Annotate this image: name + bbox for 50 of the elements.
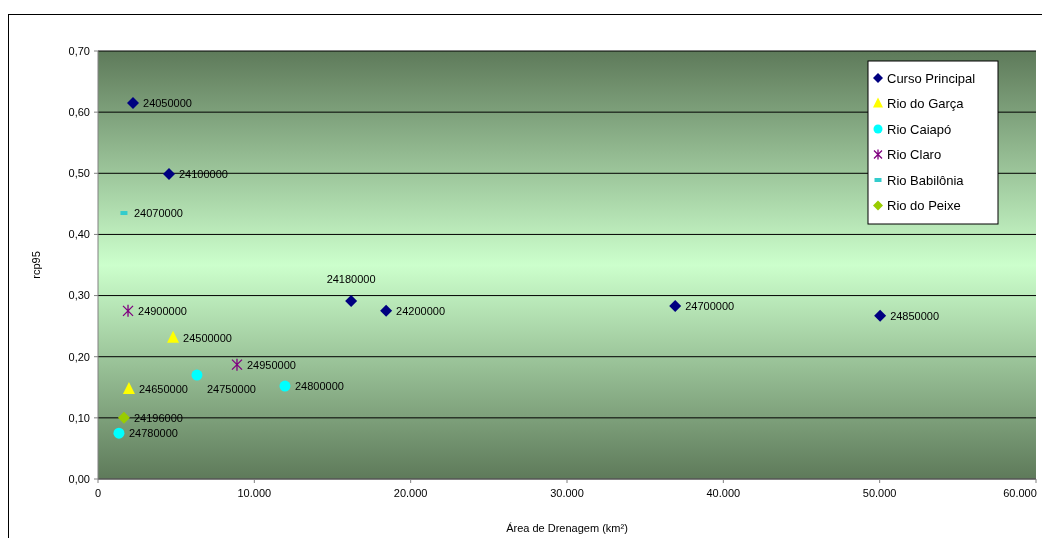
annotation: 24950000 [246,358,296,371]
point [380,304,393,317]
y-tick-label: 0,30 [68,289,90,302]
y-tick-label: 0,40 [68,228,90,241]
x-axis-title: Área de Drenagem (km²) [506,522,628,534]
x-tick-label: 0 [94,487,102,499]
x-tick-label: 30.000 [550,487,584,499]
point [117,411,130,424]
y-tick-label: 0,50 [68,167,90,180]
legend-label: Rio do Garça [887,96,965,112]
annotation: 24750000 [206,382,256,395]
y-tick-label: 0,00 [68,472,90,485]
legend-label: Rio Caiapó [887,121,952,137]
point [345,295,358,308]
annotation: 24900000 [138,304,187,317]
annotation: 24780000 [128,426,178,439]
annotation: 24200000 [396,304,446,317]
point [127,96,140,109]
point [113,427,125,439]
x-tick-label: 60.000 [1003,487,1037,499]
point [231,358,243,372]
x-tick-label: 40.000 [706,487,741,499]
x-tick-label: 50.000 [862,487,897,499]
x-tick-label: 20.000 [393,487,428,499]
annotation: 24700000 [685,299,735,312]
legend-label: Curso Principal [887,70,976,86]
annotation: 24050000 [143,96,192,109]
point [162,167,175,180]
x-tick-label: 10.000 [237,487,272,499]
legend-label: Rio Babilônia [887,172,965,188]
y-tick-label: 0,20 [68,350,90,363]
y-tick-label: 0,10 [68,411,90,424]
point [874,309,887,322]
legend-label: Rio Claro [887,147,942,163]
annotation: 24850000 [890,309,940,322]
annotation: 24800000 [294,379,344,392]
point [167,330,180,343]
annotation: 24070000 [133,206,183,219]
y-tick-label: 0,70 [68,44,90,57]
point [122,382,135,395]
annotation: 24650000 [138,382,188,395]
y-tick-label: 0,60 [68,105,90,118]
annotation: 24180000 [326,272,376,285]
point [279,380,291,392]
legend-label: Rio do Peixe [887,198,961,214]
point [122,304,134,318]
point [191,369,203,381]
point [669,299,682,312]
y-axis-title: rcp95 [30,251,42,279]
annotation: 24500000 [183,331,232,344]
